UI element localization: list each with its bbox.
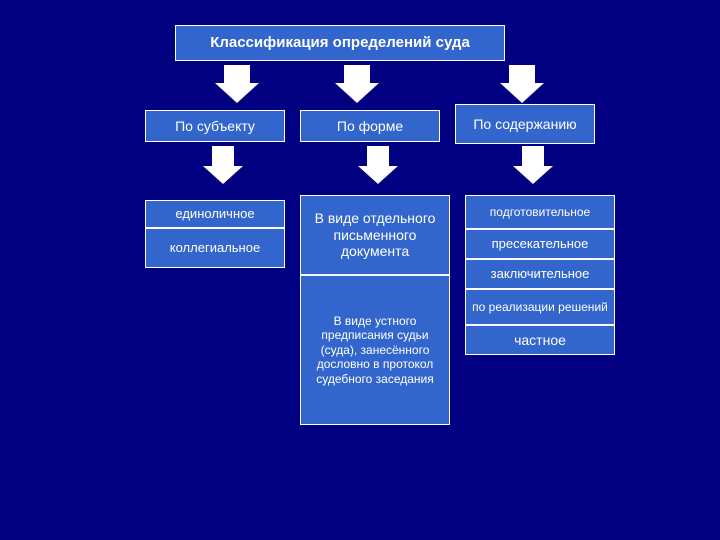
category-subject: По субъекту (145, 110, 285, 142)
root-box: Классификация определений суда (175, 25, 505, 61)
col1-item-1: коллегиальное (145, 228, 285, 268)
col3-item-2: заключительное (465, 259, 615, 289)
col2-item-0: В виде отдельного письменного документа (300, 195, 450, 275)
category-form: По форме (300, 110, 440, 142)
category-content: По содержанию (455, 104, 595, 144)
col3-item-3: по реализации решений (465, 289, 615, 325)
col1-item-0: единоличное (145, 200, 285, 228)
col2-item-1: В виде устного предписания судьи (суда),… (300, 275, 450, 425)
col3-item-0: подготовительное (465, 195, 615, 229)
col3-item-4: частное (465, 325, 615, 355)
col3-item-1: пресекательное (465, 229, 615, 259)
